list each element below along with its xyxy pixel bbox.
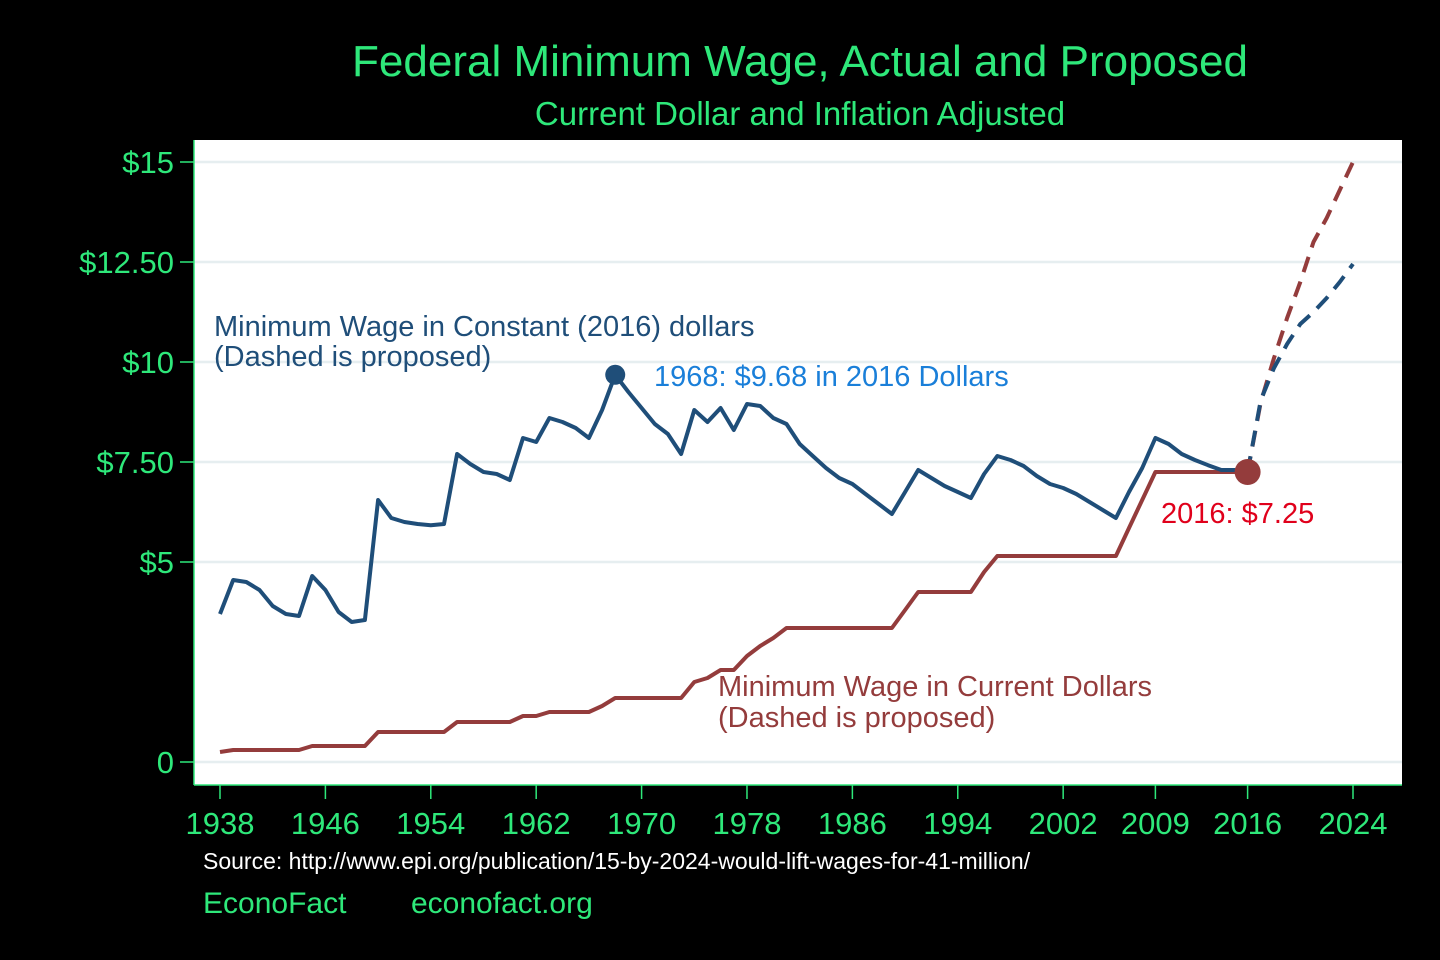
x-axis: 1938 1946 1954 1962 1970 1978 1986 1994 2002 2009… bbox=[186, 785, 1388, 841]
chart-subtitle: Current Dollar and Inflation Adjusted bbox=[535, 95, 1065, 132]
series-constant-dollars-actual-line bbox=[218, 372, 1248, 624]
peak-1968-marker bbox=[605, 364, 626, 385]
x-tick-label: 1986 bbox=[818, 806, 887, 841]
chart-title: Federal Minimum Wage, Actual and Propose… bbox=[352, 37, 1248, 86]
x-tick-label: 1954 bbox=[396, 806, 465, 841]
x-tick-label: 1994 bbox=[923, 806, 992, 841]
x-tick-label: 1978 bbox=[712, 806, 781, 841]
x-tick-label: 1946 bbox=[291, 806, 360, 841]
y-tick-label: 0 bbox=[157, 745, 174, 780]
y-tick-label: $5 bbox=[140, 545, 174, 580]
value-2016-marker bbox=[1234, 459, 1261, 485]
x-tick-label: 1970 bbox=[607, 806, 676, 841]
annotation-2016-value: 2016: $7.25 bbox=[1161, 498, 1314, 530]
legend-current-name: Minimum Wage in Current Dollars bbox=[718, 671, 1152, 703]
x-tick-label: 1962 bbox=[502, 806, 571, 841]
y-tick-label: $10 bbox=[122, 345, 174, 380]
legend-constant-name: Minimum Wage in Constant (2016) dollars bbox=[214, 311, 754, 343]
source-text: Source: http://www.epi.org/publication/1… bbox=[203, 848, 1031, 874]
x-tick-label: 2016 bbox=[1213, 806, 1282, 841]
x-tick-label: 2009 bbox=[1121, 806, 1190, 841]
y-axis: 0 $5 $7.50 $10 $12.50 $15 bbox=[79, 145, 194, 780]
y-tick-label: $15 bbox=[122, 145, 174, 180]
legend-constant-note: (Dashed is proposed) bbox=[214, 341, 491, 373]
y-tick-label: $12.50 bbox=[79, 245, 174, 280]
x-tick-label: 2002 bbox=[1029, 806, 1098, 841]
x-tick-label: 2024 bbox=[1319, 806, 1388, 841]
series-constant-dollars-proposed-line bbox=[1245, 262, 1355, 473]
series-current-dollars-actual-line bbox=[219, 470, 1248, 754]
x-tick-label: 1938 bbox=[186, 806, 255, 841]
annotation-1968-peak: 1968: $9.68 in 2016 Dollars bbox=[654, 361, 1009, 393]
series-layer bbox=[218, 161, 1355, 754]
y-tick-label: $7.50 bbox=[96, 445, 174, 480]
brand-site: econofact.org bbox=[411, 887, 593, 920]
brand-name: EconoFact bbox=[203, 887, 347, 920]
legend-current-note: (Dashed is proposed) bbox=[718, 702, 995, 734]
